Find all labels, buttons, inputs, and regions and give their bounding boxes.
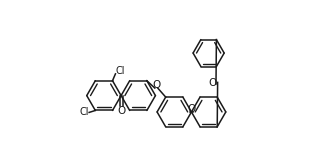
Text: O: O (187, 104, 196, 114)
Text: Cl: Cl (79, 107, 89, 117)
Text: O: O (209, 78, 217, 88)
Text: Cl: Cl (116, 66, 125, 76)
Text: O: O (117, 106, 125, 116)
Text: O: O (152, 80, 160, 90)
